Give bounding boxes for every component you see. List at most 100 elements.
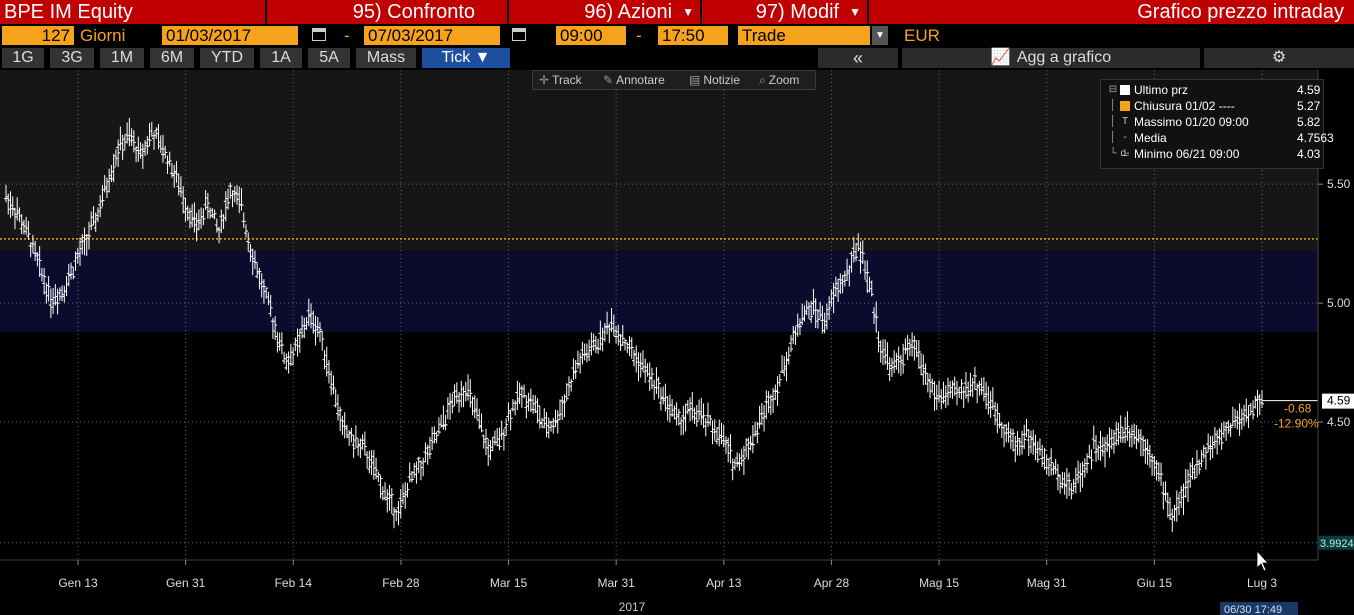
x-tick-label: Mag 31: [1027, 576, 1067, 590]
tree-branch-icon: │: [1109, 100, 1117, 111]
legend-swatch-last: [1120, 85, 1130, 95]
zoom-tool[interactable]: ⌕ Zoom: [759, 71, 799, 89]
period-6m[interactable]: 6M: [150, 48, 194, 68]
settings-gear-icon[interactable]: ⚙: [1204, 48, 1354, 68]
last-time-marker: [1220, 602, 1298, 615]
track-label: Track: [552, 73, 582, 87]
period-1g[interactable]: 1G: [2, 48, 44, 68]
track-tool[interactable]: ✛ Track: [539, 71, 582, 89]
date-dash: -: [344, 26, 350, 45]
page-title: Grafico prezzo intraday: [869, 0, 1354, 24]
y-tick-label: 4.50: [1327, 415, 1351, 429]
legend-label: Chiusura 01/02 ----: [1134, 99, 1235, 113]
news-tool[interactable]: ▤ Notizie: [689, 71, 740, 89]
last-price-marker-label: 4.59: [1327, 394, 1351, 408]
end-date-field[interactable]: 07/03/2017: [364, 26, 500, 45]
annotate-label: Annotare: [616, 73, 665, 87]
change-abs-label: -0.68: [1284, 402, 1312, 416]
legend-row-close[interactable]: │ Chiusura 01/02 ---- 5.27: [1101, 98, 1323, 114]
period-tick[interactable]: Tick ▼: [422, 48, 510, 68]
modify-menu[interactable]: 97) Modif ▼: [702, 0, 867, 24]
pencil-icon: ✎: [603, 73, 614, 87]
add-to-chart-button[interactable]: 📈 Agg a grafico: [902, 48, 1200, 68]
annotate-tool[interactable]: ✎ Annotare: [603, 71, 665, 89]
end-time-field[interactable]: 17:50: [658, 26, 728, 45]
currency-label: EUR: [904, 26, 940, 45]
year-label: 2017: [619, 600, 646, 614]
actions-label: 96) Azioni: [584, 1, 673, 23]
security-name[interactable]: BPE IM Equity: [0, 0, 265, 24]
y-tick-label: 5.50: [1327, 177, 1351, 191]
zoom-label: Zoom: [768, 73, 800, 87]
period-5a[interactable]: 5A: [308, 48, 350, 68]
high-marker-icon: T: [1121, 116, 1129, 127]
end-calendar-icon[interactable]: [512, 28, 526, 41]
legend-value: 4.59: [1297, 83, 1321, 97]
collapse-button[interactable]: «: [818, 48, 898, 68]
y-tick-label: 5.00: [1327, 296, 1351, 310]
legend-row-last[interactable]: ⊟ Ultimo prz 4.59: [1101, 82, 1323, 98]
price-bars: [4, 117, 1318, 533]
chart-add-icon: 📈: [990, 49, 1011, 66]
start-time-field[interactable]: 09:00: [556, 26, 626, 45]
header-bar: BPE IM Equity 95) Confronto 96) Azioni ▼ …: [0, 0, 1354, 24]
legend-value: 4.7563: [1297, 131, 1334, 145]
legend-label: Media: [1134, 131, 1167, 145]
mouse-cursor-icon: [1256, 549, 1269, 572]
days-label: Giorni: [80, 26, 126, 45]
x-tick-label: Feb 14: [275, 576, 313, 590]
period-1a[interactable]: 1A: [260, 48, 302, 68]
average-line-icon: -o-: [1120, 132, 1130, 159]
compare-menu[interactable]: 95) Confronto: [267, 0, 507, 24]
mode-chevron-icon[interactable]: ▼: [872, 26, 888, 45]
days-count-field[interactable]: 127: [2, 26, 74, 45]
legend-row-average[interactable]: │ -o- Media 4.7563: [1101, 130, 1334, 159]
mode-select[interactable]: Trade: [738, 26, 870, 45]
low-marker-icon: ⊥: [1120, 148, 1130, 159]
tree-branch-icon: │: [1109, 132, 1117, 143]
x-tick-label: Gen 13: [58, 576, 98, 590]
legend-label: Massimo 01/20 09:00: [1134, 115, 1249, 129]
actions-chevron-icon: ▼: [682, 5, 694, 19]
low-marker-label: 3.9924: [1320, 538, 1354, 550]
reference-band: [0, 250, 1318, 332]
add-to-chart-label: Agg a grafico: [1016, 49, 1112, 66]
legend-swatch-close: [1120, 101, 1130, 111]
y-tick-labels: 5.50 5.00 4.50: [1318, 177, 1351, 429]
magnifier-icon: ⌕: [759, 73, 766, 87]
actions-menu[interactable]: 96) Azioni ▼: [509, 0, 700, 24]
x-tick-label: Mar 31: [598, 576, 636, 590]
tree-end-icon: └: [1109, 148, 1117, 159]
time-dash: -: [636, 26, 642, 45]
low-marker: [1318, 535, 1354, 550]
x-tick-label: Lug 3: [1247, 576, 1277, 590]
x-tick-label: Giu 15: [1137, 576, 1173, 590]
tree-branch-icon: │: [1109, 116, 1117, 127]
x-tick-label: Mar 15: [490, 576, 528, 590]
period-mass[interactable]: Mass: [356, 48, 416, 68]
legend-label: Minimo 06/21 09:00: [1134, 147, 1240, 161]
chart-tools: ✛ Track ✎ Annotare ▤ Notizie ⌕ Zoom: [532, 70, 816, 90]
last-price-marker: [1322, 393, 1354, 409]
chart-legend: ⊟ Ultimo prz 4.59 │ Chiusura 01/02 ---- …: [1100, 79, 1334, 169]
legend-row-low[interactable]: └ ⊥ Minimo 06/21 09:00 4.03: [1101, 146, 1323, 162]
x-tick-label: Apr 13: [706, 576, 742, 590]
legend-label: Ultimo prz: [1134, 83, 1189, 97]
period-ytd[interactable]: YTD: [200, 48, 254, 68]
controls-bar: 127 Giorni 01/03/2017 - 07/03/2017 09:00…: [0, 24, 1354, 46]
start-calendar-icon[interactable]: [312, 28, 326, 41]
legend-value: 4.03: [1297, 147, 1321, 161]
x-tick-label: Gen 31: [166, 576, 206, 590]
start-date-field[interactable]: 01/03/2017: [162, 26, 298, 45]
upper-plot-shade: [0, 70, 1318, 251]
period-3g[interactable]: 3G: [50, 48, 94, 68]
legend-value: 5.27: [1297, 99, 1321, 113]
legend-value: 5.82: [1297, 115, 1321, 129]
period-1m[interactable]: 1M: [100, 48, 144, 68]
gridlines: [0, 70, 1318, 560]
legend-row-high[interactable]: │ T Massimo 01/20 09:00 5.82: [1101, 114, 1323, 130]
modify-label: 97) Modif: [755, 1, 840, 23]
x-tick-label: Feb 28: [382, 576, 420, 590]
news-icon: ▤: [689, 73, 701, 87]
compare-label: 95) Confronto: [352, 1, 475, 23]
